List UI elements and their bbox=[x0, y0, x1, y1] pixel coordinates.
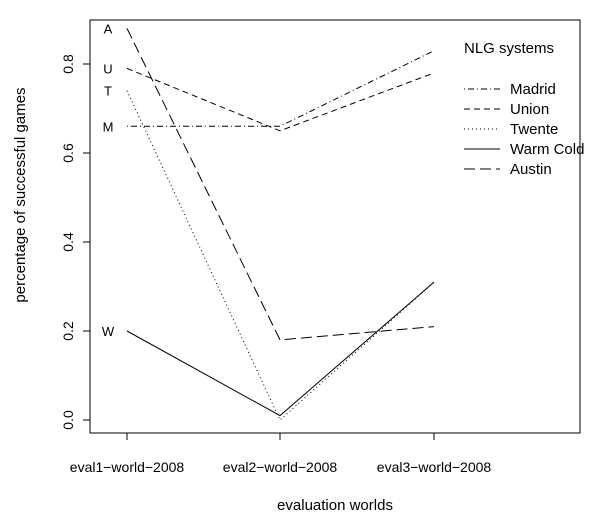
y-tick-label: 0.8 bbox=[60, 54, 76, 74]
y-tick-label: 0.2 bbox=[60, 321, 76, 341]
legend-label: Twente bbox=[510, 121, 558, 138]
x-axis: eval1−world−2008 eval2−world−2008 eval3−wo… bbox=[70, 432, 492, 475]
legend-label: Union bbox=[510, 101, 549, 118]
series-marker-label: W bbox=[102, 324, 115, 339]
series-layer bbox=[126, 28, 435, 421]
y-tick-label: 0.4 bbox=[60, 232, 76, 252]
series-line-warm-cold bbox=[126, 281, 435, 417]
y-axis-label: percentage of successful games bbox=[12, 87, 29, 302]
series-line-madrid bbox=[127, 50, 435, 127]
series-line-twente bbox=[126, 90, 435, 421]
series-markers: M UT W A bbox=[102, 21, 115, 339]
x-tick-label: eval3−world−2008 bbox=[377, 459, 492, 475]
legend-label: Madrid bbox=[510, 81, 556, 98]
series-line-austin bbox=[126, 28, 435, 341]
legend-title: NLG systems bbox=[464, 40, 554, 57]
series-marker-label: U bbox=[103, 61, 112, 76]
y-tick-label: 0.0 bbox=[60, 410, 76, 430]
series-marker-label: M bbox=[103, 119, 114, 134]
legend-label: Austin bbox=[510, 161, 552, 178]
series-marker-label: A bbox=[104, 21, 113, 36]
y-axis: 0.0 0.2 0.4 0.6 0.8 bbox=[60, 54, 91, 430]
legend-items: Madrid Union Twente Warm Cold Austin bbox=[464, 81, 584, 178]
x-tick-label: eval2−world−2008 bbox=[223, 459, 338, 475]
legend-label: Warm Cold bbox=[510, 141, 584, 158]
series-line-union bbox=[126, 67, 435, 132]
series-marker-label: T bbox=[104, 84, 112, 99]
y-tick-label: 0.6 bbox=[60, 143, 76, 163]
x-axis-label: evaluation worlds bbox=[277, 497, 393, 512]
legend: NLG systems Madrid Union Twente Warm Cold Au… bbox=[464, 40, 584, 178]
x-tick-label: eval1−world−2008 bbox=[70, 459, 185, 475]
